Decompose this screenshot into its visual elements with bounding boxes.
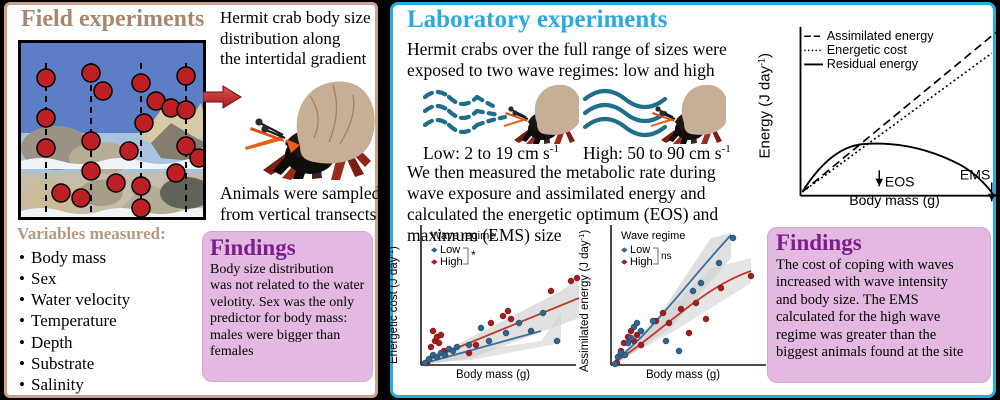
svg-text:ns: ns — [661, 251, 672, 262]
svg-text:Energetic cost: Energetic cost — [827, 43, 908, 57]
svg-text:High: High — [440, 256, 463, 268]
svg-text:Assimilated energy: Assimilated energy — [827, 29, 934, 43]
svg-text:Wave regime: Wave regime — [431, 230, 495, 242]
svg-text:Body mass (g): Body mass (g) — [849, 192, 940, 208]
svg-text:Residual energy: Residual energy — [827, 57, 919, 71]
svg-text:High: High — [630, 256, 653, 268]
svg-text:EOS: EOS — [885, 173, 915, 189]
svg-text:Low: Low — [440, 244, 460, 256]
svg-text:Body mass (g): Body mass (g) — [646, 369, 720, 381]
svg-text:EMS: EMS — [960, 167, 990, 183]
svg-text:Low: Low — [630, 244, 650, 256]
svg-text:Wave regime: Wave regime — [621, 230, 685, 242]
svg-text:Body mass (g): Body mass (g) — [456, 369, 530, 381]
svg-text:*: * — [471, 248, 476, 262]
